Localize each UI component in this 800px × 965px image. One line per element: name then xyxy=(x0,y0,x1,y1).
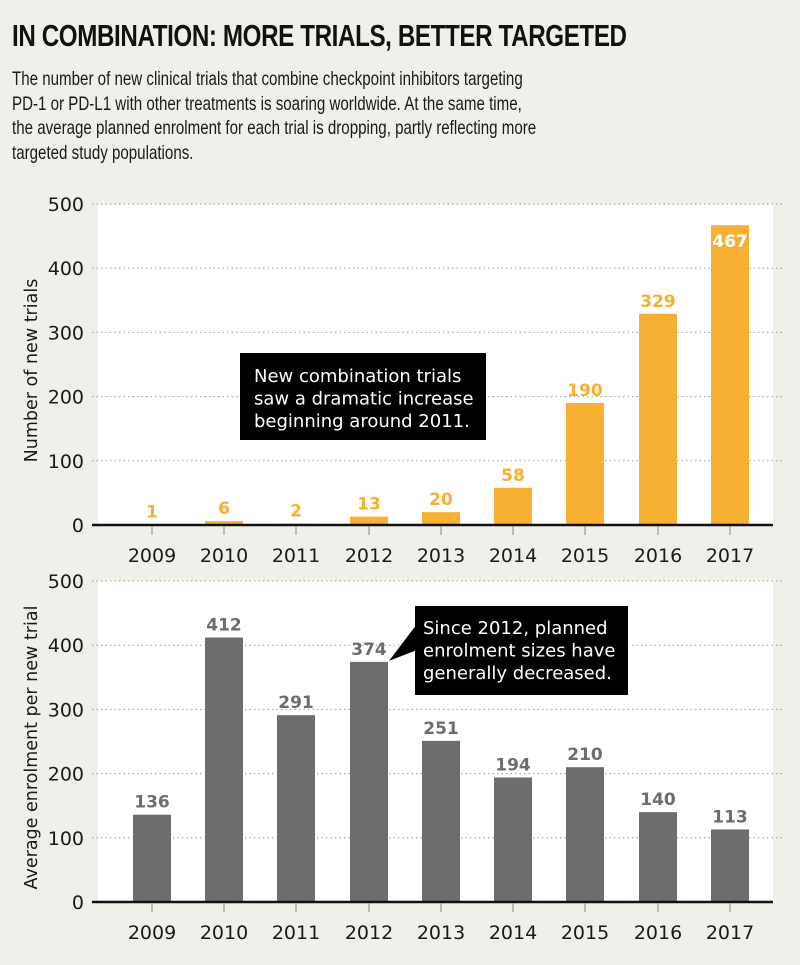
data-label: 194 xyxy=(495,755,531,775)
bar xyxy=(639,313,677,525)
y-tick-label: 100 xyxy=(48,828,84,850)
y-tick-label: 300 xyxy=(48,699,84,721)
bar xyxy=(711,829,749,902)
annotation-box xyxy=(415,606,628,695)
data-label: 13 xyxy=(357,495,381,515)
bar xyxy=(205,637,243,902)
subtitle-line: PD-1 or PD-L1 with other treatments is s… xyxy=(12,92,522,115)
annotation-text: Since 2012, planned xyxy=(423,618,608,639)
bar xyxy=(494,777,532,902)
x-tick-label: 2013 xyxy=(417,922,465,944)
x-tick-label: 2012 xyxy=(345,545,393,567)
y-tick-label: 500 xyxy=(48,194,84,216)
x-tick-label: 2017 xyxy=(706,545,754,567)
bar xyxy=(566,403,604,525)
bar xyxy=(133,814,171,902)
bar xyxy=(205,521,243,525)
data-label: 113 xyxy=(712,807,748,827)
data-label: 2 xyxy=(290,502,302,522)
data-label: 1 xyxy=(146,502,158,522)
x-tick-label: 2009 xyxy=(128,922,176,944)
bar xyxy=(422,740,460,902)
x-tick-label: 2012 xyxy=(345,922,393,944)
data-label: 291 xyxy=(278,693,314,713)
x-tick-label: 2010 xyxy=(200,545,248,567)
bar xyxy=(350,661,388,902)
bar xyxy=(494,487,532,525)
bar xyxy=(350,516,388,525)
x-tick-label: 2011 xyxy=(272,922,320,944)
x-tick-label: 2016 xyxy=(634,922,682,944)
data-label: 140 xyxy=(640,790,676,810)
y-tick-label: 400 xyxy=(48,258,84,280)
y-tick-label: 0 xyxy=(72,892,84,914)
y-axis-label: Number of new trials xyxy=(22,279,42,463)
annotation-text: beginning around 2011. xyxy=(254,411,470,432)
data-label: 374 xyxy=(351,640,387,660)
x-tick-label: 2016 xyxy=(634,545,682,567)
x-tick-label: 2017 xyxy=(706,922,754,944)
data-label: 20 xyxy=(429,490,453,510)
subtitle-line: targeted study populations. xyxy=(12,141,194,164)
chart-subtitle: The number of new clinical trials that c… xyxy=(12,67,787,165)
y-tick-label: 200 xyxy=(48,764,84,786)
y-tick-label: 300 xyxy=(48,322,84,344)
data-label: 210 xyxy=(567,745,603,765)
data-label: 467 xyxy=(712,232,748,252)
y-tick-label: 500 xyxy=(48,571,84,593)
data-label: 190 xyxy=(567,381,603,401)
data-label: 251 xyxy=(423,719,459,739)
y-tick-label: 200 xyxy=(48,387,84,409)
bar xyxy=(639,812,677,902)
subtitle-line: the average planned enrolment for each t… xyxy=(12,117,537,139)
y-tick-label: 0 xyxy=(72,515,84,537)
annotation-box xyxy=(240,353,486,440)
data-label: 6 xyxy=(218,499,230,519)
bar xyxy=(422,512,460,525)
x-tick-label: 2015 xyxy=(561,545,609,567)
subtitle-line: The number of new clinical trials that c… xyxy=(12,68,523,90)
annotation-text: enrolment sizes have xyxy=(423,641,615,662)
y-axis-label: Average enrolment per new trial xyxy=(22,606,42,890)
x-tick-label: 2013 xyxy=(417,545,465,567)
annotation-text: New combination trials xyxy=(254,366,461,387)
bar xyxy=(711,225,749,525)
x-tick-label: 2014 xyxy=(489,545,537,567)
bar xyxy=(566,767,604,902)
data-label: 412 xyxy=(206,615,242,635)
y-tick-label: 400 xyxy=(48,635,84,657)
chart-title: IN COMBINATION: MORE TRIALS, BETTER TARG… xyxy=(12,18,627,53)
y-tick-label: 100 xyxy=(48,451,84,473)
x-tick-label: 2015 xyxy=(561,922,609,944)
data-label: 58 xyxy=(501,466,525,486)
data-label: 329 xyxy=(640,292,676,312)
x-tick-label: 2014 xyxy=(489,922,537,944)
annotation-text: generally decreased. xyxy=(423,663,612,684)
x-tick-label: 2010 xyxy=(200,922,248,944)
data-label: 136 xyxy=(134,793,170,813)
annotation-pointer xyxy=(389,624,417,661)
annotation-text: saw a dramatic increase xyxy=(254,389,474,410)
bar xyxy=(277,715,315,902)
x-tick-label: 2011 xyxy=(272,545,320,567)
x-tick-label: 2009 xyxy=(128,545,176,567)
